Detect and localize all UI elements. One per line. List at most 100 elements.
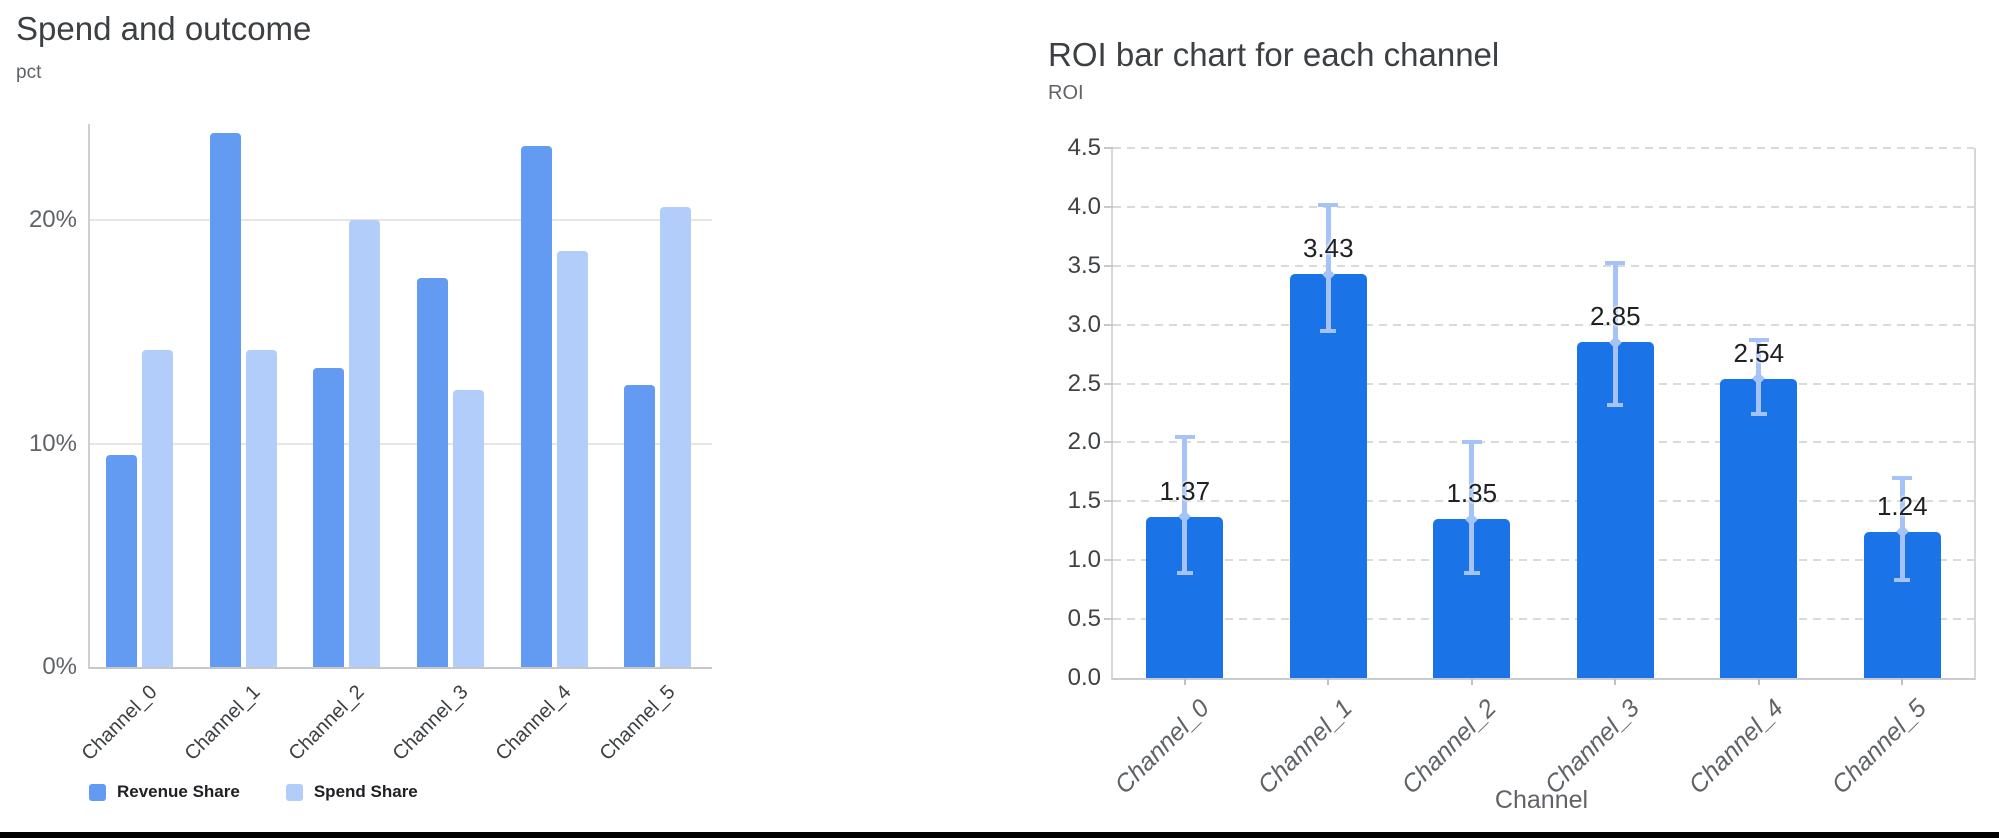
plot-area: 0% 10% 20% Channel_0 Channel_1 Channel_2 Chann… — [29, 124, 712, 765]
error-bar-cap-top — [1892, 475, 1913, 480]
bar-channel_1 — [1289, 274, 1367, 678]
y-tick-label: 10% — [28, 429, 77, 457]
error-bar-cap-top — [1748, 337, 1769, 342]
y-tick-label: 2.0 — [1067, 428, 1101, 456]
bar-value-label: 2.54 — [1733, 337, 1785, 368]
bar-value-label: 2.85 — [1589, 301, 1641, 332]
bar-revenue-share-channel_1 — [209, 132, 241, 667]
error-bar — [1469, 442, 1475, 574]
error-bar-cap-bottom — [1750, 412, 1767, 417]
error-bar-cap-top — [1605, 261, 1626, 266]
x-tick-label: Channel_5 — [1826, 694, 1933, 800]
x-tick-mark — [1327, 678, 1330, 685]
legend-label: Spend Share — [313, 782, 418, 801]
legend-swatch — [285, 783, 303, 801]
bar-value-label: 3.43 — [1302, 233, 1354, 264]
gridline — [90, 219, 712, 222]
x-tick-label: Channel_3 — [1539, 694, 1646, 800]
error-bar-marker — [1752, 372, 1766, 386]
bar-channel_0 — [1146, 516, 1224, 678]
bar-spend-share-channel_2 — [349, 220, 381, 667]
y-tick-mark — [1104, 264, 1113, 267]
x-tick-label: Channel_4 — [1683, 694, 1789, 800]
error-bar-cap-bottom — [1176, 571, 1193, 576]
error-bar-marker — [1178, 510, 1192, 524]
plot-area: 0.0 0.5 1.0 1.5 2.0 2.5 3.0 3.5 4.0 4.5 1.37 Channe… — [1068, 134, 1976, 799]
legend-item: Spend Share — [285, 782, 418, 802]
bar-channel_5 — [1863, 531, 1941, 678]
legend: Revenue Share Spend Share — [89, 782, 418, 802]
bar-revenue-share-channel_3 — [417, 278, 448, 667]
bar-spend-share-channel_1 — [245, 349, 277, 667]
y-tick-label: 1.0 — [1067, 546, 1101, 574]
y-tick-label: 1.5 — [1067, 487, 1101, 515]
y-tick-mark — [1104, 559, 1113, 562]
gridline — [1113, 441, 1974, 444]
y-tick-label: 3.5 — [1067, 251, 1101, 279]
y-tick-label: 2.5 — [1067, 369, 1101, 397]
bar-value-label: 1.37 — [1159, 475, 1211, 506]
gridline — [1113, 205, 1974, 208]
x-tick-label: Channel_0 — [1109, 694, 1215, 800]
x-tick-label: Channel_2 — [284, 681, 369, 765]
y-tick-label: 3.0 — [1067, 310, 1101, 338]
error-bar-cap-top — [1461, 440, 1482, 445]
error-bar-cap-bottom — [1320, 328, 1337, 333]
error-bar — [1899, 477, 1905, 581]
legend-item: Revenue Share — [89, 782, 240, 802]
bar-revenue-share-channel_2 — [313, 367, 345, 667]
window-bottom-edge — [0, 832, 1999, 838]
error-bar-cap-top — [1174, 434, 1195, 439]
bar-channel_2 — [1433, 519, 1511, 678]
error-bar-marker — [1465, 512, 1479, 526]
y-tick-mark — [1104, 382, 1113, 385]
chart-title: ROI bar chart for each channel — [1048, 36, 1500, 73]
error-bar-marker — [1608, 335, 1622, 349]
x-tick-label: Channel_1 — [1252, 694, 1359, 800]
x-tick-label: Channel_2 — [1396, 694, 1502, 800]
x-tick-mark — [1901, 678, 1904, 685]
error-bar — [1182, 436, 1188, 574]
chart-title: Spend and outcome — [16, 10, 312, 47]
error-bar-cap-top — [1318, 202, 1339, 207]
error-bar — [1325, 204, 1331, 331]
y-axis-label: ROI — [1048, 82, 1084, 104]
y-tick-mark — [1104, 205, 1113, 208]
x-tick-label: Channel_1 — [180, 681, 265, 765]
error-bar-cap-bottom — [1463, 571, 1480, 576]
y-tick-label: 0% — [42, 653, 77, 680]
y-tick-label: 20% — [28, 206, 77, 234]
y-tick-mark — [1104, 618, 1113, 621]
y-tick-label: 0.5 — [1067, 605, 1101, 633]
x-tick-mark — [1470, 678, 1473, 685]
gridline — [1113, 559, 1974, 562]
bar-spend-share-channel_4 — [556, 251, 588, 667]
gridline — [1113, 618, 1974, 621]
error-bar-marker — [1895, 525, 1909, 539]
x-axis-label: Channel — [1494, 786, 1589, 814]
x-tick-mark — [1757, 678, 1760, 685]
y-tick-label: 4.0 — [1067, 192, 1101, 220]
gridline — [1113, 382, 1974, 385]
x-tick-label: Channel_0 — [77, 681, 162, 765]
gridline — [1113, 500, 1974, 503]
y-axis-unit-label: pct — [16, 62, 42, 83]
x-tick-label: Channel_5 — [595, 681, 680, 765]
legend-label: Revenue Share — [117, 782, 240, 801]
bar-spend-share-channel_5 — [660, 206, 692, 667]
error-bar — [1612, 263, 1618, 405]
x-tick-label: Channel_3 — [388, 681, 473, 765]
gridline — [1113, 323, 1974, 326]
gridline — [1113, 147, 1974, 149]
bar-channel_4 — [1720, 378, 1798, 678]
legend-swatch — [89, 783, 106, 801]
y-tick-mark — [1104, 323, 1113, 326]
error-bar-cap-bottom — [1894, 578, 1911, 583]
bar-value-label: 1.24 — [1876, 490, 1928, 521]
bar-value-label: 1.35 — [1446, 478, 1498, 508]
gridline — [1113, 264, 1974, 267]
bar-spend-share-channel_3 — [453, 389, 484, 667]
gridline — [90, 442, 712, 445]
